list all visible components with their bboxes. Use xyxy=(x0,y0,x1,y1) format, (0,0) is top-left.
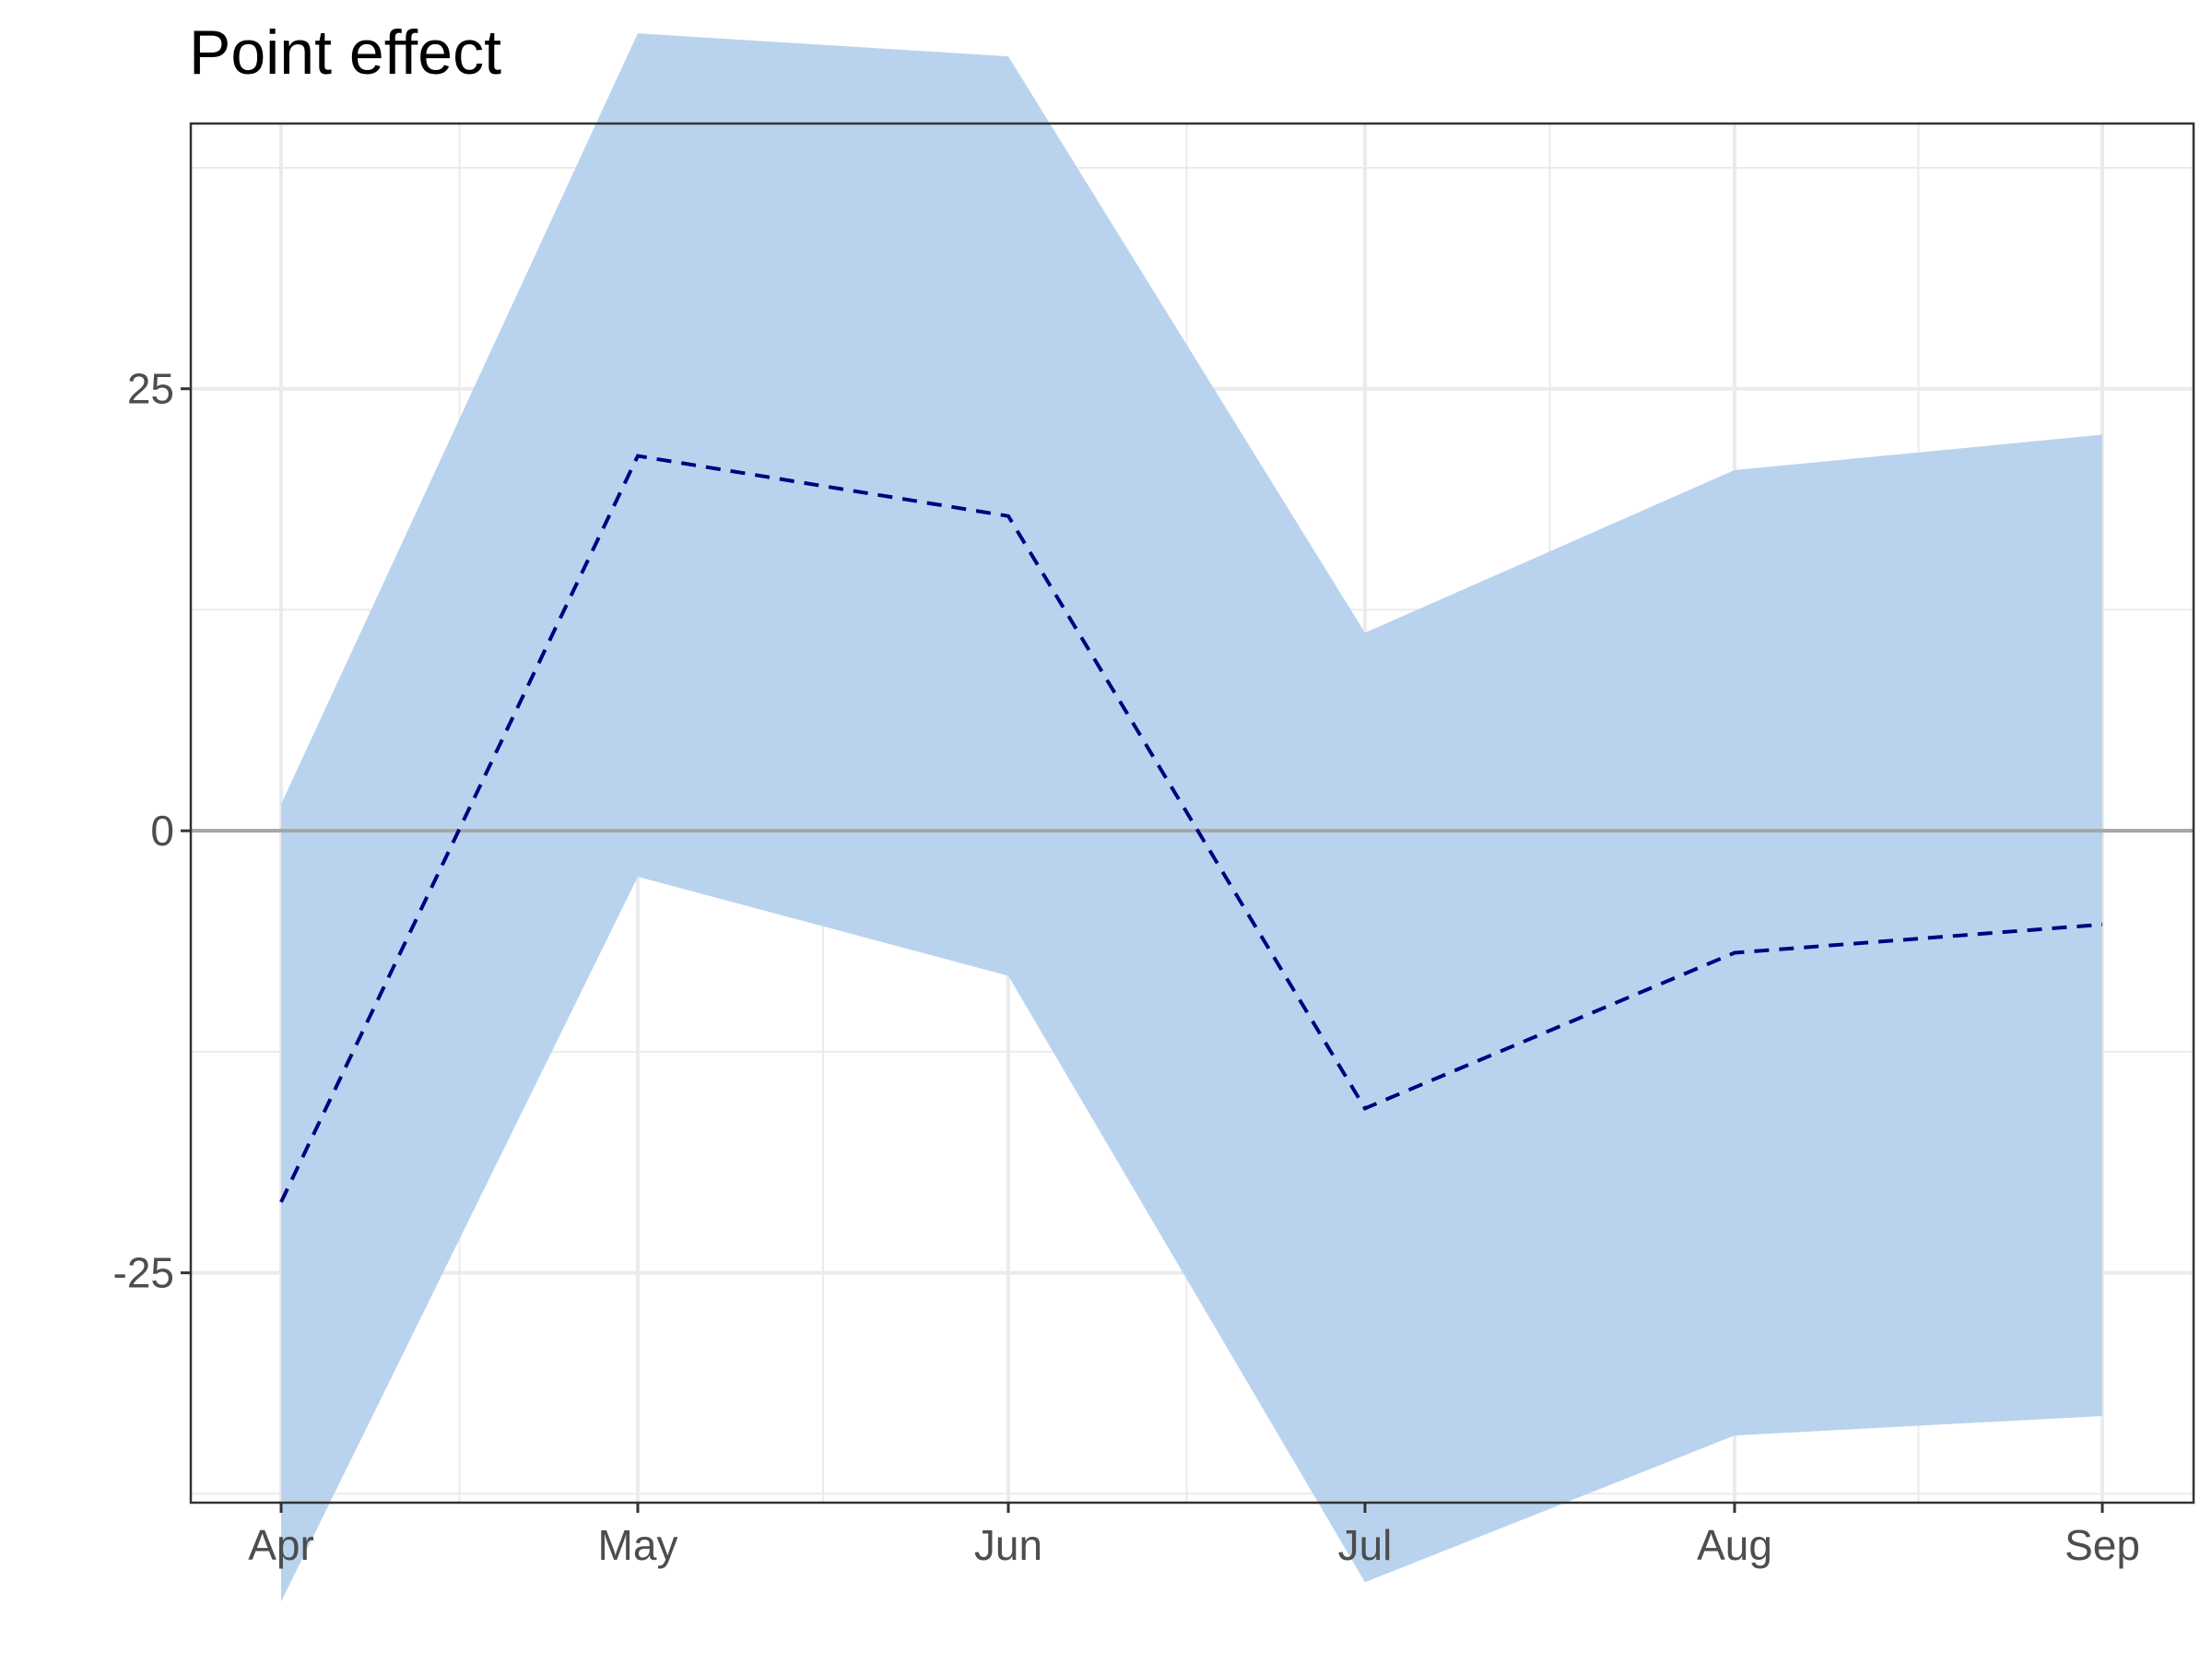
chart-title: Point effect xyxy=(189,18,501,88)
x-tick-label-aug: Aug xyxy=(1697,1521,1772,1569)
x-tick-label-jul: Jul xyxy=(1338,1521,1393,1569)
y-tick-label: 0 xyxy=(150,807,174,855)
x-tick-label-jun: Jun xyxy=(974,1521,1042,1569)
point-effect-line xyxy=(279,454,2103,1203)
panel-border xyxy=(189,122,2195,1505)
axes: -25 0 25 Apr May Jun Jul Aug Sep xyxy=(113,122,2195,1569)
point-effect-line-layer xyxy=(279,454,2103,1203)
x-tick-label-sep: Sep xyxy=(2065,1521,2140,1569)
x-tick-label-may: May xyxy=(598,1521,678,1569)
x-tick-label-apr: Apr xyxy=(248,1521,314,1569)
y-tick-label: 25 xyxy=(127,365,174,413)
y-tick-label: -25 xyxy=(113,1249,174,1297)
